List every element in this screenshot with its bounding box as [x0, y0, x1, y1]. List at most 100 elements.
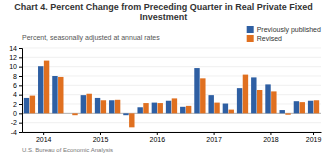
y-tick: 10	[9, 63, 22, 70]
bar	[101, 100, 106, 113]
bar	[294, 101, 299, 113]
bar	[157, 103, 162, 113]
bar	[86, 94, 91, 114]
x-tick: 2014	[36, 132, 52, 143]
bar	[166, 101, 171, 114]
y-tick-label: 6	[13, 82, 17, 89]
x-tick: 2016	[150, 132, 166, 143]
y-tick: 6	[13, 82, 22, 89]
legend: Previously publishedRevised	[247, 26, 321, 42]
y-tick: 14	[9, 45, 22, 52]
bar	[300, 102, 305, 113]
bar	[72, 113, 77, 115]
y-tick: -2	[11, 119, 22, 126]
grid-line	[22, 76, 321, 77]
x-tick-mark	[214, 132, 215, 135]
bar	[137, 107, 142, 113]
title-line: Chart 4. Percent Change from Preceding Q…	[14, 2, 313, 12]
grid-line	[22, 122, 321, 123]
bar	[52, 76, 57, 113]
grid-line	[22, 85, 321, 86]
x-tick: 2017	[206, 132, 222, 143]
bar	[243, 75, 248, 114]
x-tick-mark	[100, 132, 101, 135]
bar	[229, 110, 234, 114]
y-tick-label: 8	[13, 73, 17, 80]
x-tick-mark	[313, 132, 314, 135]
y-tick-mark	[19, 76, 22, 77]
bar	[109, 100, 114, 113]
bar	[58, 77, 63, 113]
chart: Chart 4. Percent Change from Preceding Q…	[0, 0, 327, 154]
x-axis: 2014 2015 2016 2017 2018 2019	[23, 132, 322, 143]
bar	[285, 113, 290, 114]
bar	[237, 88, 242, 113]
x-tick-label: 2019	[306, 136, 322, 143]
bar	[44, 61, 49, 114]
bar	[152, 103, 157, 114]
y-tick: 4	[13, 91, 22, 98]
y-tick-mark	[19, 95, 22, 96]
x-tick-label: 2017	[206, 136, 222, 143]
subtitle: Percent, seasonally adjusted at annual r…	[22, 34, 160, 42]
y-tick: 0	[13, 110, 22, 117]
footnote: U.S. Bureau of Economic Analysis	[22, 147, 113, 153]
bar	[81, 95, 86, 113]
bar	[194, 68, 199, 113]
legend-label: Previously published	[257, 26, 321, 34]
y-tick: 2	[13, 101, 22, 108]
grid-line	[22, 132, 321, 133]
y-tick-label: -2	[11, 119, 17, 126]
y-tick: 8	[13, 73, 22, 80]
bar	[129, 113, 134, 127]
x-tick-label: 2014	[36, 136, 52, 143]
y-tick-mark	[19, 132, 22, 133]
bar	[95, 98, 100, 113]
grid-line	[22, 57, 321, 58]
x-tick-mark	[157, 132, 158, 135]
y-axis: -4-202468101214	[9, 45, 22, 136]
bar	[180, 107, 185, 114]
bar	[257, 90, 262, 113]
bar	[123, 113, 128, 115]
bar	[208, 95, 213, 113]
title: Chart 4. Percent Change from Preceding Q…	[14, 2, 313, 22]
bar	[271, 91, 276, 113]
legend-item: Revised	[247, 35, 282, 42]
bar	[200, 78, 205, 113]
bar	[314, 100, 319, 113]
bar	[308, 101, 313, 114]
y-tick-mark	[19, 104, 22, 105]
bar	[214, 103, 219, 114]
x-tick: 2018	[263, 132, 279, 143]
y-tick-label: 14	[9, 45, 17, 52]
bar	[265, 84, 270, 113]
bar	[24, 98, 29, 113]
x-tick-label: 2016	[150, 136, 166, 143]
y-tick-mark	[19, 57, 22, 58]
y-tick-mark	[19, 85, 22, 86]
x-tick: 2019	[306, 132, 322, 143]
y-tick-mark	[19, 123, 22, 124]
y-tick-mark	[19, 113, 22, 114]
bar	[66, 113, 71, 114]
x-tick-mark	[43, 132, 44, 135]
bar	[115, 100, 120, 114]
y-tick-label: 0	[13, 110, 17, 117]
y-tick-label: 10	[9, 63, 17, 70]
bar	[251, 77, 256, 113]
x-tick: 2015	[93, 132, 109, 143]
y-tick-label: -4	[11, 129, 17, 136]
bar	[280, 110, 285, 113]
y-tick-label: 2	[13, 101, 17, 108]
bar	[30, 96, 35, 114]
legend-label: Revised	[257, 35, 282, 42]
bar	[143, 103, 148, 113]
title-line: Investment	[140, 12, 188, 22]
y-axis-line	[19, 49, 23, 133]
x-tick-mark	[270, 132, 271, 135]
x-tick-label: 2018	[263, 136, 279, 143]
legend-swatch	[247, 26, 254, 33]
y-tick: -4	[11, 129, 22, 136]
bar	[186, 106, 191, 113]
